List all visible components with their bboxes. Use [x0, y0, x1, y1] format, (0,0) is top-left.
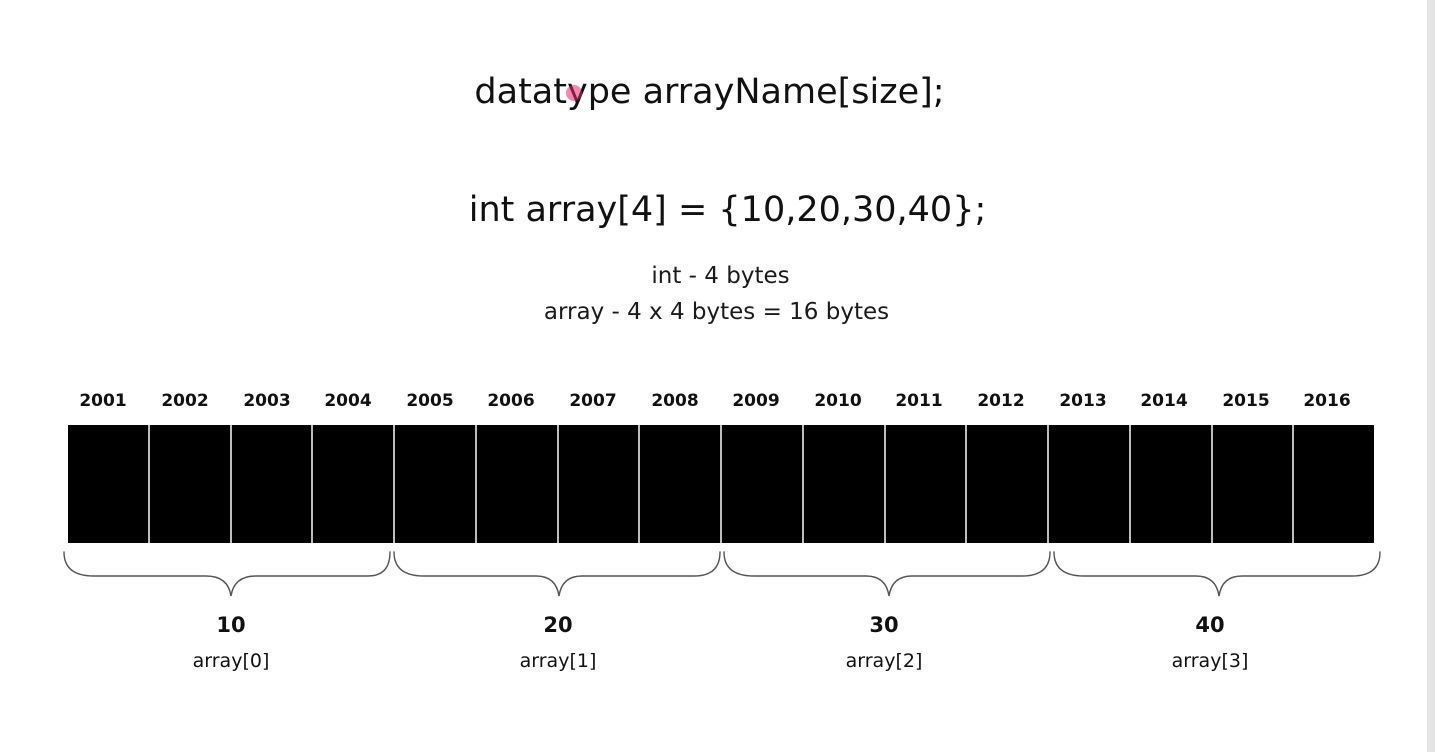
- element-value: 20: [543, 613, 573, 637]
- memory-cell: [967, 425, 1047, 543]
- element-name: array[2]: [845, 650, 923, 672]
- address-label: 2011: [895, 391, 943, 411]
- address-label: 2014: [1140, 391, 1188, 411]
- memory-cell: [1294, 425, 1374, 543]
- address-label: 2007: [569, 391, 617, 411]
- memory-cell: [558, 425, 639, 543]
- address-label: 2003: [243, 391, 291, 411]
- memory-cells: [68, 425, 1374, 543]
- address-label: 2005: [406, 391, 454, 411]
- memory-cell: [640, 425, 720, 543]
- brace-element-3: [1053, 551, 1381, 597]
- address-label: 2016: [1303, 391, 1351, 411]
- address-label: 2002: [161, 391, 209, 411]
- brace-element-2: [723, 551, 1051, 597]
- cursor-marker: [566, 85, 582, 101]
- brace-element-0: [63, 551, 391, 597]
- address-label: 2015: [1222, 391, 1270, 411]
- address-label: 2013: [1059, 391, 1107, 411]
- array-size-note: array - 4 x 4 bytes = 16 bytes: [543, 299, 890, 325]
- address-label: 2012: [977, 391, 1025, 411]
- memory-cell: [1049, 425, 1129, 543]
- memory-cell: [149, 425, 230, 543]
- element-name: array[1]: [519, 650, 597, 672]
- memory-cell: [722, 425, 802, 543]
- address-label: 2006: [487, 391, 535, 411]
- memory-cell: [313, 425, 393, 543]
- address-label: 2001: [79, 391, 127, 411]
- element-name: array[3]: [1171, 650, 1249, 672]
- element-name: array[0]: [192, 650, 270, 672]
- element-braces: [63, 551, 1381, 597]
- element-value: 30: [869, 613, 899, 637]
- brace-element-1: [393, 551, 721, 597]
- int-size-note: int - 4 bytes: [651, 263, 790, 289]
- address-label: 2008: [651, 391, 699, 411]
- memory-cell: [476, 425, 557, 543]
- syntax-text: datatype arrayName[size];: [474, 72, 945, 112]
- element-value: 10: [216, 613, 246, 637]
- right-edge-strip: [1427, 0, 1435, 752]
- address-label: 2009: [732, 391, 780, 411]
- memory-cell: [1130, 425, 1211, 543]
- memory-cell: [68, 425, 148, 543]
- memory-cell: [803, 425, 884, 543]
- address-label: 2004: [324, 391, 372, 411]
- memory-cell: [395, 425, 475, 543]
- memory-cell: [885, 425, 966, 543]
- declaration-text: int array[4] = {10,20,30,40};: [468, 190, 987, 230]
- memory-cell: [1212, 425, 1293, 543]
- element-value: 40: [1195, 613, 1225, 637]
- address-label: 2010: [814, 391, 862, 411]
- memory-cell: [231, 425, 312, 543]
